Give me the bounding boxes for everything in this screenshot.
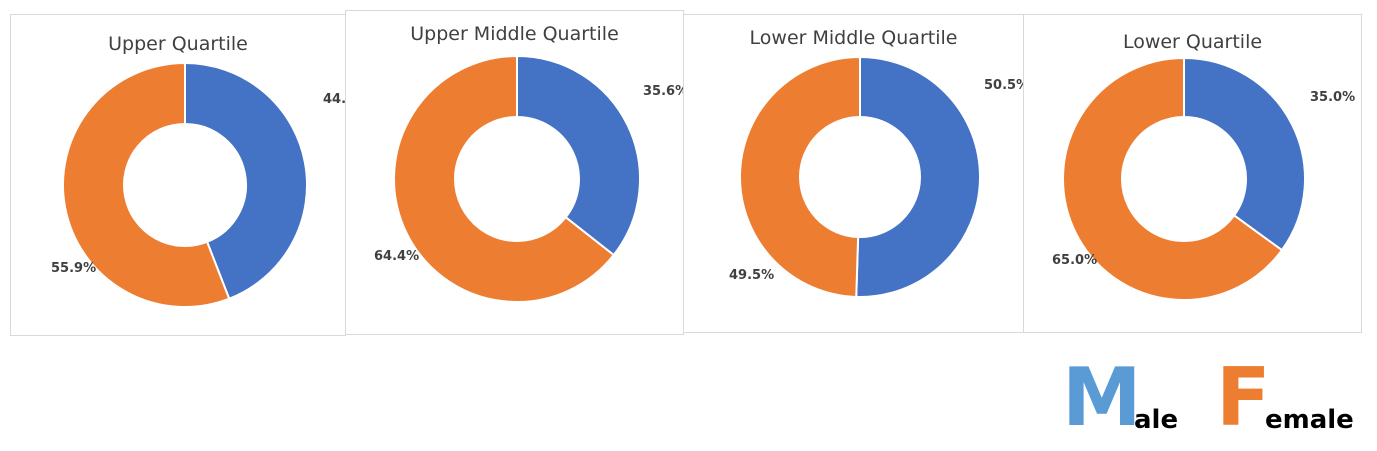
donut-slice-male (516, 54, 641, 257)
chart-title: Upper Middle Quartile (410, 23, 619, 45)
data-label-female: 49.5% (729, 268, 774, 283)
legend-male-initial: M (1062, 351, 1142, 444)
legend-female-initial: F (1216, 351, 1271, 444)
donut-chart: 44.1%55.9% (51, 61, 368, 308)
donut-slice-male (184, 61, 309, 301)
data-label-female: 65.0% (1052, 253, 1097, 268)
donut-slice-female (393, 54, 616, 303)
chart-panel-upper-middle-quartile: Upper Middle Quartile 35.6% 64.4% (345, 10, 688, 335)
chart-title: Lower Quartile (1122, 31, 1263, 53)
chart-title: Upper Quartile (108, 33, 248, 55)
chart-panel-upper-quartile: Upper Quartile 44.1%55.9% (10, 14, 368, 336)
data-label-female: 55.9% (51, 261, 96, 276)
data-label-male: 35.6% (643, 84, 688, 99)
legend: M ale F emale (1062, 358, 1372, 438)
chart-panel-lower-middle-quartile: Lower Middle Quartile 50.5% 49.5% (683, 14, 1029, 333)
donut-chart: 35.6% 64.4% (374, 54, 688, 303)
legend-male-label: ale (1134, 405, 1179, 435)
donut-slice-male (855, 55, 981, 298)
donut-slice-male (1183, 56, 1306, 252)
legend-female-label: emale (1265, 405, 1354, 435)
data-label-male: 35.0% (1310, 90, 1355, 105)
chart-title: Lower Middle Quartile (749, 27, 958, 49)
donut-slice-female (1062, 56, 1284, 301)
data-label-female: 64.4% (374, 249, 419, 264)
donut-slice-female (739, 55, 861, 298)
donut-chart: 50.5% 49.5% (729, 55, 1029, 298)
chart-panel-lower-quartile: Lower Quartile 35.0% 65.0% (1023, 14, 1362, 333)
donut-chart: 35.0% 65.0% (1052, 56, 1355, 301)
donut-slice-female (62, 61, 231, 308)
data-label-male: 50.5% (984, 78, 1029, 93)
